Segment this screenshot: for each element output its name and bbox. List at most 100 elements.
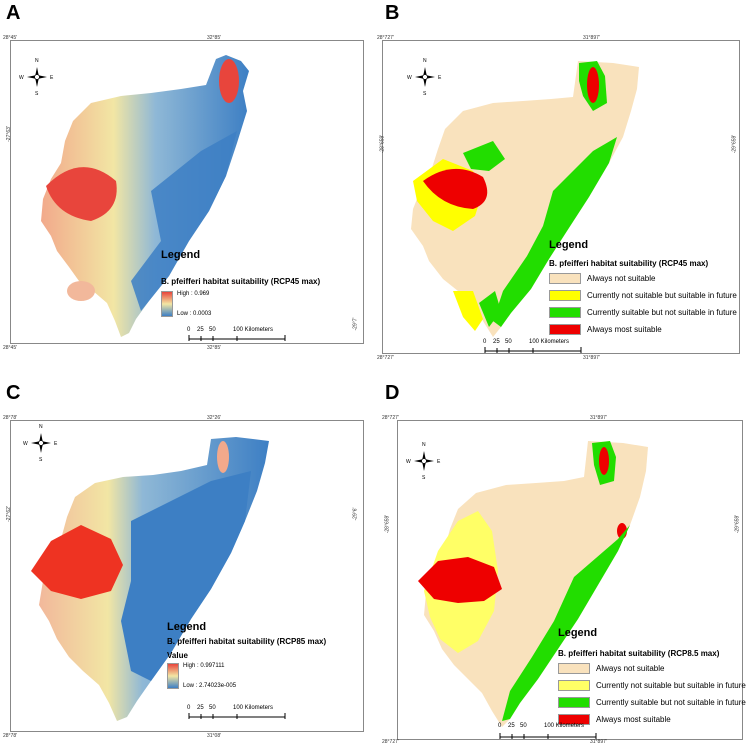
- panel-a: A 28°45' 32°85' -27°63' -29°7' 28°45' 32…: [0, 0, 377, 378]
- scale-tick-50: 50: [520, 723, 527, 729]
- coord-top-left: 28°45': [3, 35, 18, 41]
- legend-subtitle: B. pfeifferi habitat suitability (RCP8.5…: [558, 649, 720, 658]
- compass-s: S: [423, 91, 427, 97]
- compass-w: W: [406, 459, 411, 465]
- high-label: High : 0.969: [177, 291, 210, 297]
- map-frame: 28°45' 32°85' -27°63' -29°7' 28°45' 32°8…: [3, 35, 364, 351]
- red-north: [587, 67, 599, 103]
- coord-right-mid: -29°6': [352, 507, 359, 521]
- map-frame: 28°78' 32°26' -27°62' -29°6' 28°78' 31°0…: [3, 415, 364, 739]
- legend-label: Always most suitable: [596, 715, 671, 724]
- coord-left-mid: -28°659': [384, 514, 391, 534]
- map-frame: 28°727' 31°897' -28°659' -29°659' 28°727…: [377, 35, 740, 361]
- coord-left-mid: -28°659': [379, 134, 386, 154]
- gradient-bar: [167, 663, 179, 689]
- swatch: [549, 273, 581, 284]
- scale-tick-50: 50: [209, 705, 216, 711]
- hotspot-west: [46, 167, 117, 221]
- compass-n: N: [423, 58, 427, 64]
- compass-s: S: [35, 91, 39, 97]
- compass-s: S: [422, 475, 426, 481]
- swatch: [558, 680, 590, 691]
- coord-bottom-mid: 32°85': [207, 345, 222, 351]
- scale-bar: [484, 347, 582, 353]
- coord-right-mid: -29°659': [734, 514, 741, 534]
- swatch: [549, 324, 581, 335]
- compass-icon: [31, 433, 51, 453]
- coord-left-mid: -27°62': [5, 506, 12, 522]
- panel-b: B 28°727' 31°897' -28°659' -29°659' 28°7…: [377, 0, 754, 378]
- coord-right-mid: -29°7': [352, 317, 359, 331]
- compass-n: N: [39, 424, 43, 430]
- scale-bar: [499, 733, 597, 739]
- scale-tick-25: 25: [493, 339, 500, 345]
- low-label: Low : 0.0003: [177, 311, 212, 317]
- legend-title: Legend: [161, 249, 201, 261]
- scale-tick-25: 25: [508, 723, 515, 729]
- scale-tick-0: 0: [498, 723, 502, 729]
- kzn-region: [411, 61, 639, 337]
- legend-title: Legend: [167, 621, 207, 633]
- swatch: [549, 290, 581, 301]
- compass-e: E: [54, 441, 58, 447]
- compass-icon: [415, 67, 435, 87]
- kzn-region: [41, 55, 249, 337]
- compass-w: W: [23, 441, 28, 447]
- map-frame: 28°727' 31°897' -28°659' -29°659' 28°727…: [382, 415, 746, 745]
- compass-w: W: [407, 75, 412, 81]
- swatch: [558, 714, 590, 725]
- compass-s: S: [39, 457, 43, 463]
- kzn-region: [424, 441, 648, 727]
- legend-label: Currently not suitable but suitable in f…: [587, 291, 737, 300]
- red-west: [423, 168, 488, 209]
- compass-w: W: [19, 75, 24, 81]
- green-south: [479, 291, 501, 327]
- compass-e: E: [438, 75, 442, 81]
- legend-title: Legend: [549, 239, 589, 251]
- panel-letter: A: [6, 2, 21, 24]
- coord-bottom-mid: 31°897': [590, 739, 607, 745]
- legend-title: Legend: [558, 627, 598, 639]
- scale-tick-0: 0: [483, 339, 487, 345]
- coord-bottom-left: 28°727': [377, 355, 394, 361]
- coord-bottom-left: 28°78': [3, 733, 18, 739]
- green-coast: [502, 525, 630, 721]
- coord-top-mid: 31°897': [583, 35, 600, 41]
- coord-top-left: 28°78': [3, 415, 18, 421]
- compass-e: E: [437, 459, 441, 465]
- green-coast: [493, 137, 617, 327]
- coord-top-mid: 32°26': [207, 415, 222, 421]
- red-west: [418, 557, 502, 603]
- panel-letter: D: [385, 382, 400, 404]
- map-a: [41, 55, 249, 337]
- blue-east: [121, 471, 251, 681]
- coord-top-left: 28°727': [377, 35, 394, 41]
- scale-tick-100: 100 Kilometers: [529, 339, 570, 345]
- coord-bottom-mid: 31°08': [207, 733, 222, 739]
- scale-bar: [188, 335, 286, 341]
- scale-tick-50: 50: [209, 327, 216, 333]
- compass-n: N: [422, 442, 426, 448]
- coord-bottom-mid: 31°897': [583, 355, 600, 361]
- legend-subtitle: B. pfeifferi habitat suitability (RCP45 …: [161, 277, 321, 286]
- map-b: [411, 61, 639, 337]
- coord-top-mid: 32°85': [207, 35, 222, 41]
- legend-label: Currently suitable but not suitable in f…: [596, 698, 746, 707]
- scale-tick-100: 100 Kilometers: [233, 327, 274, 333]
- scale-tick-50: 50: [505, 339, 512, 345]
- yellow-south: [453, 291, 483, 331]
- compass-n: N: [35, 58, 39, 64]
- scale-tick-25: 25: [197, 327, 204, 333]
- low-label: Low : 2.74023e-005: [183, 683, 237, 689]
- scale-tick-0: 0: [187, 327, 191, 333]
- compass-icon: [414, 451, 434, 471]
- legend-subtitle: B. pfeifferi habitat suitability (RCP85 …: [167, 637, 327, 646]
- hotspot-north: [217, 441, 229, 473]
- panel-letter: B: [385, 2, 400, 24]
- gradient-bar: [161, 291, 173, 317]
- map-c: [31, 437, 269, 721]
- legend-label: Always not suitable: [587, 274, 656, 283]
- swatch: [558, 663, 590, 674]
- panel-c: C 28°78' 32°26' -27°62' -29°6' 28°78' 31…: [0, 378, 377, 755]
- high-label: High : 0.997111: [183, 663, 225, 669]
